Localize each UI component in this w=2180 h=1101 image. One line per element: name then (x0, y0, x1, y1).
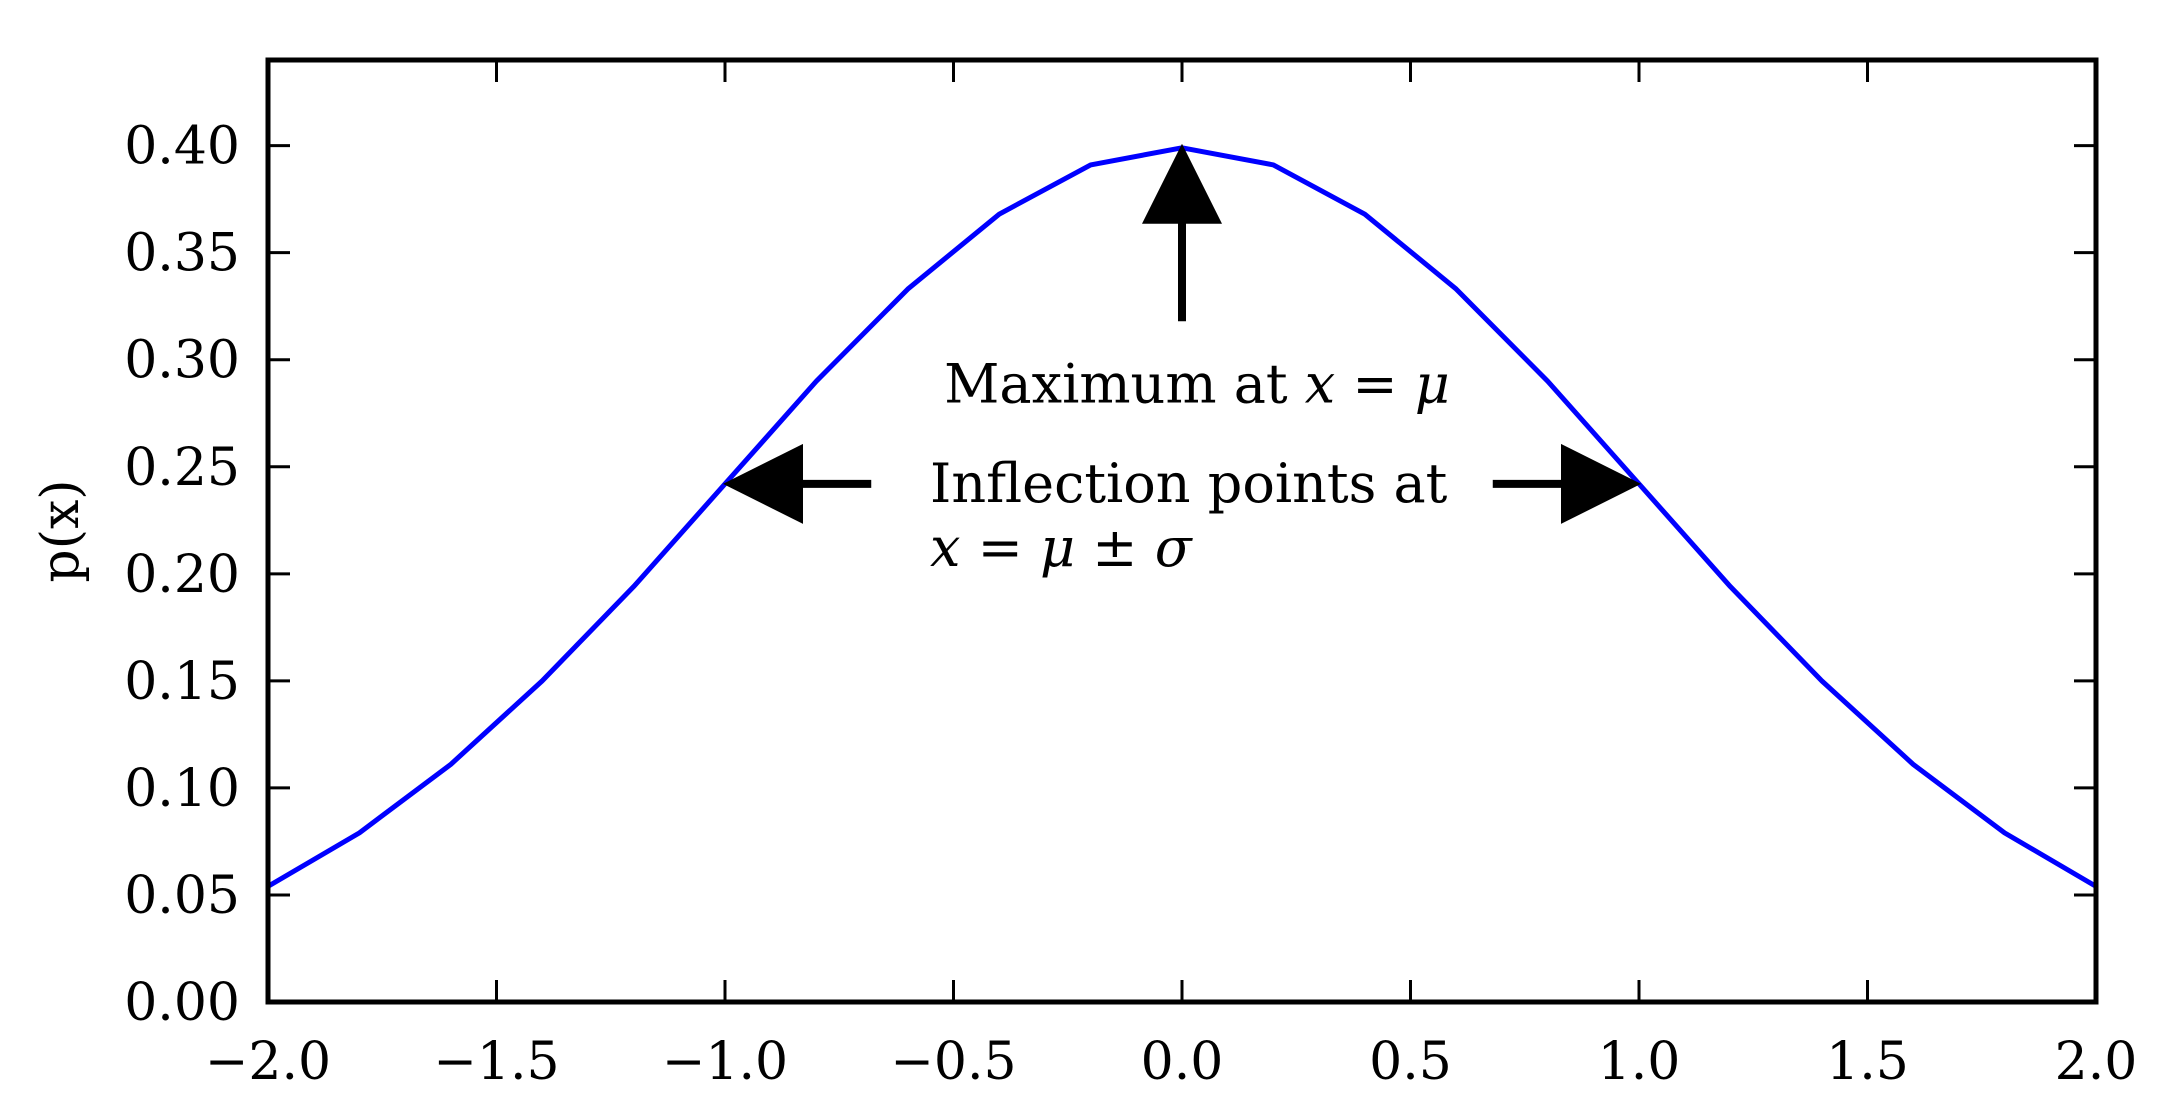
y-tick-label-5: 0.25 (124, 438, 240, 498)
x-tick-label-1: −1.5 (433, 1032, 559, 1092)
y-tick-label-8: 0.40 (124, 117, 240, 177)
plot-frame (265, 57, 2099, 1005)
x-tick-label-0: −2.0 (205, 1032, 331, 1092)
y-tick-label-0: 0.00 (124, 973, 240, 1033)
x-tick-label-2: −1.0 (662, 1032, 788, 1092)
maximum-label: Maximum at x = μ (944, 353, 1450, 416)
x-tick-label-5: 0.5 (1369, 1032, 1452, 1092)
x-tick-label-4: 0.0 (1141, 1032, 1224, 1092)
inflection-label-line2: x = μ ± σ (930, 516, 1194, 579)
y-tick-label-3: 0.15 (124, 652, 240, 712)
x-tick-label-8: 2.0 (2055, 1032, 2138, 1092)
y-tick-label-4: 0.20 (124, 545, 240, 605)
x-tick-label-7: 1.5 (1826, 1032, 1909, 1092)
x-tick-label-3: −0.5 (890, 1032, 1016, 1092)
inflection-label-line1: Inflection points at (930, 452, 1448, 515)
x-tick-label-6: 1.0 (1598, 1032, 1681, 1092)
y-tick-label-1: 0.05 (124, 866, 240, 926)
maximum-label-prefix: Maximum at (944, 353, 1305, 416)
y-tick-label-6: 0.30 (124, 331, 240, 391)
y-tick-label-7: 0.35 (124, 224, 240, 284)
y-tick-label-2: 0.10 (124, 759, 240, 819)
maximum-label-math: x = μ (1305, 353, 1450, 416)
labels-layer: −2.0 −1.5 −1.0 −0.5 0.0 0.5 1.0 1.5 2.0 0.00 0.05 0… (124, 117, 2137, 1092)
y-axis-label: p(x) (31, 479, 91, 582)
